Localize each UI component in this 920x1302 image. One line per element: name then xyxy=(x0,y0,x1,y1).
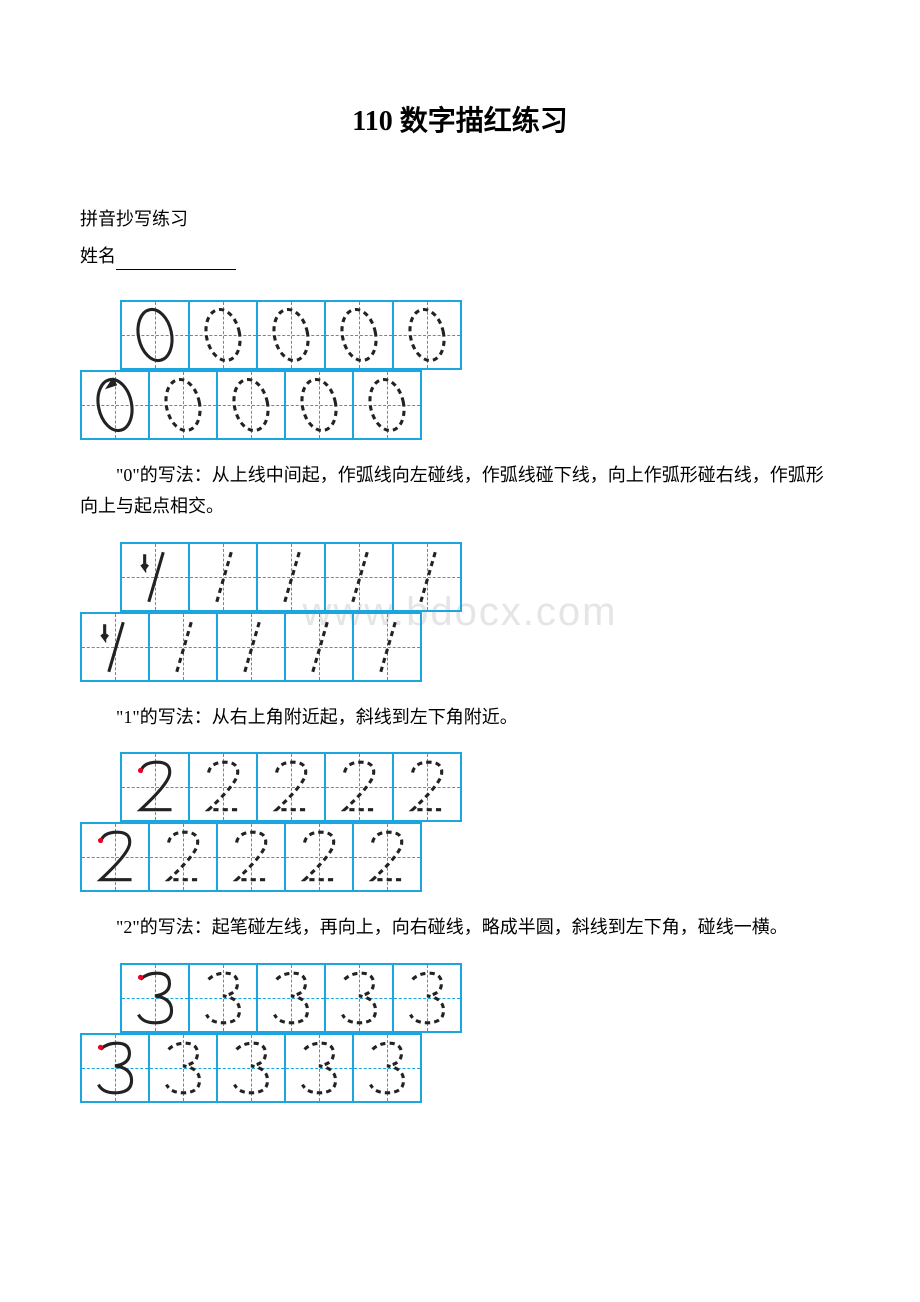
practice-2 xyxy=(80,752,840,892)
cell-dashed xyxy=(256,963,326,1033)
cell-dashed xyxy=(216,822,286,892)
subtitle: 拼音抄写练习 xyxy=(80,205,840,234)
cell-dashed xyxy=(392,542,462,612)
cell-dashed xyxy=(284,822,354,892)
cell-dashed xyxy=(352,822,422,892)
grid-row xyxy=(120,300,840,370)
cell-dashed xyxy=(148,1033,218,1103)
cell-dashed xyxy=(256,542,326,612)
cell-solid xyxy=(120,963,190,1033)
cell-dashed xyxy=(392,752,462,822)
grid-row xyxy=(120,542,840,612)
cell-dashed xyxy=(284,370,354,440)
desc-2: "2"的写法：起笔碰左线，再向上，向右碰线，略成半圆，斜线到左下角，碰线一横。 xyxy=(80,912,840,943)
cell-dashed xyxy=(352,1033,422,1103)
practice-1: www.bdocx.com xyxy=(80,542,840,682)
grid-row xyxy=(120,752,840,822)
cell-dashed xyxy=(324,752,394,822)
desc-1: "1"的写法：从右上角附近起，斜线到左下角附近。 xyxy=(80,702,840,733)
name-field: 姓名 xyxy=(80,242,840,271)
name-blank xyxy=(116,269,236,270)
cell-dashed xyxy=(284,1033,354,1103)
practice-0 xyxy=(80,300,840,440)
cell-dashed xyxy=(284,612,354,682)
cell-dashed xyxy=(188,300,258,370)
grid-row xyxy=(120,963,840,1033)
cell-dashed xyxy=(148,370,218,440)
cell-dashed xyxy=(188,542,258,612)
desc-0: "0"的写法：从上线中间起，作弧线向左碰线，作弧线碰下线，向上作弧形碰右线，作弧… xyxy=(80,460,840,521)
grid-row xyxy=(80,822,840,892)
grid-row xyxy=(80,612,840,682)
cell-solid xyxy=(80,822,150,892)
cell-dashed xyxy=(216,1033,286,1103)
cell-solid xyxy=(120,752,190,822)
grid-row xyxy=(80,370,840,440)
cell-dashed xyxy=(216,612,286,682)
cell-dashed xyxy=(392,300,462,370)
cell-solid xyxy=(120,300,190,370)
cell-dashed xyxy=(324,542,394,612)
cell-dashed xyxy=(324,963,394,1033)
cell-dashed xyxy=(392,963,462,1033)
cell-dashed xyxy=(148,612,218,682)
cell-dashed xyxy=(148,822,218,892)
cell-dashed xyxy=(188,963,258,1033)
cell-dashed xyxy=(352,370,422,440)
grid-row xyxy=(80,1033,840,1103)
cell-solid xyxy=(80,612,150,682)
cell-dashed xyxy=(216,370,286,440)
page-title: 110 数字描红练习 xyxy=(80,100,840,145)
practice-3 xyxy=(80,963,840,1103)
cell-dashed xyxy=(188,752,258,822)
cell-dashed xyxy=(256,752,326,822)
name-label: 姓名 xyxy=(80,246,116,266)
cell-solid xyxy=(80,1033,150,1103)
cell-dashed xyxy=(256,300,326,370)
cell-dashed xyxy=(324,300,394,370)
cell-dashed xyxy=(352,612,422,682)
cell-solid xyxy=(80,370,150,440)
cell-solid xyxy=(120,542,190,612)
